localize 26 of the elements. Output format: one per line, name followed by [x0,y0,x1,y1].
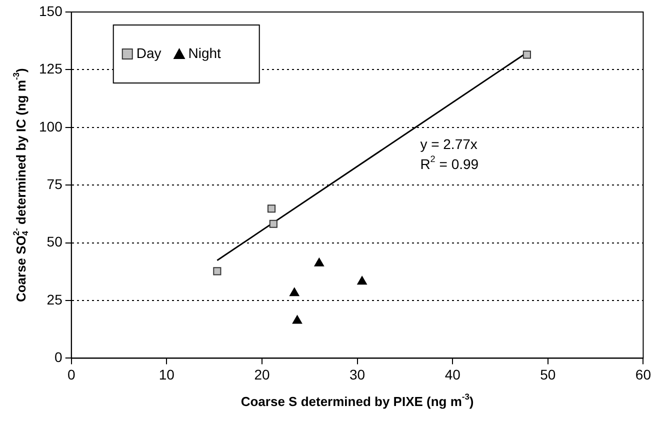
annotation: y = 2.77x [420,136,478,152]
y-tick-label: 50 [46,234,63,250]
point [290,288,300,296]
legend-label: Day [136,44,162,61]
point [314,258,324,266]
x-tick-label: 0 [67,366,76,382]
legend-label: Night [188,44,222,61]
x-tick-label: 10 [158,366,175,382]
point [292,315,302,324]
point [267,204,276,213]
x-tick-label: 50 [540,366,556,382]
x-tick-label: 40 [444,366,461,382]
point [357,276,367,285]
point [522,50,531,59]
x-tick-label: 60 [635,366,652,382]
x-tick-label: 30 [349,366,366,382]
y-tick-label: 25 [46,291,63,308]
y-tick-label: 125 [39,60,63,77]
y-axis-title: Coarse SO42- determined by IC (ng m-3) [11,68,30,302]
point [213,267,222,276]
y-tick-label: 100 [39,118,63,134]
y-tick-label: 150 [39,2,63,19]
y-tick-label: 75 [46,176,63,192]
x-tick-label: 20 [254,366,270,382]
point [269,220,278,228]
y-tick-label: 0 [54,349,63,366]
